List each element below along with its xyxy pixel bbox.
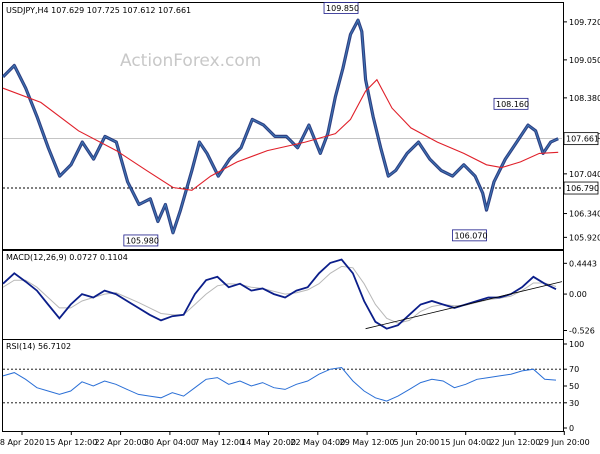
annotation-label: 108.160 (496, 100, 529, 109)
rsi-y-tick-label: 0 (569, 424, 574, 433)
x-tick-label: 7 May 12:00 (194, 438, 244, 447)
annotation-label: 109.850 (326, 4, 359, 13)
rsi-title: RSI(14) 56.7102 (6, 342, 71, 351)
macd-y-axis: 0.4443 0.00 -0.526 (563, 259, 597, 335)
rsi-panel: RSI(14) 56.7102 100 70 50 30 0 (3, 340, 585, 434)
price-y-tick-label: 109.050 (569, 56, 600, 65)
macd-title: MACD(12,26,9) 0.0727 0.1104 (6, 253, 128, 262)
macd-series (3, 260, 562, 329)
x-tick-label: 29 May 12:00 (340, 438, 395, 447)
macd-y-tick-label: -0.526 (569, 326, 595, 335)
price-y-tick-label: 109.720 (569, 18, 600, 27)
rsi-y-axis: 100 70 50 30 0 (3, 340, 584, 433)
price-annotations: 109.850 105.980 106.070 108.160 (124, 3, 529, 246)
watermark-text: ActionForex.com (120, 51, 261, 71)
price-y-tick-label: 108.380 (569, 94, 600, 103)
annotation-label: 105.980 (126, 236, 159, 245)
price-y-tick-label: 107.040 (569, 170, 600, 179)
rsi-series (3, 368, 556, 402)
support-level-label: 106.790 (566, 184, 599, 193)
macd-panel: MACD(12,26,9) 0.0727 0.1104 0.4443 0.00 -0… (3, 251, 598, 340)
support-line: 106.790 (3, 182, 599, 194)
x-tick-label: 22 Jun 12:00 (490, 438, 541, 447)
rsi-y-tick-label: 100 (569, 340, 584, 349)
macd-y-tick-label: 0.00 (569, 290, 587, 299)
rsi-y-tick-label: 70 (569, 365, 579, 374)
price-close-detail (3, 20, 558, 233)
rsi-y-tick-label: 50 (569, 382, 579, 391)
x-tick-label: 14 May 20:00 (241, 438, 296, 447)
price-close-line (3, 20, 558, 233)
x-tick-label: 22 Apr 20:00 (95, 438, 147, 447)
price-chart-title: USDJPY,H4 107.629 107.725 107.612 107.66… (6, 6, 191, 15)
rsi-y-tick-label: 30 (569, 399, 579, 408)
rsi-panel-frame (3, 340, 564, 432)
macd-trendline (366, 282, 562, 329)
rsi-line (3, 368, 556, 402)
price-y-axis: 109.720109.050108.380107.710107.040106.3… (3, 18, 600, 242)
price-y-tick-label: 106.340 (569, 210, 600, 219)
x-tick-label: 30 Apr 04:00 (144, 438, 196, 447)
x-tick-label: 8 Apr 2020 (0, 438, 44, 447)
x-tick-label: 5 Jun 20:00 (394, 438, 440, 447)
x-tick-label: 22 May 04:00 (290, 438, 345, 447)
price-series (3, 20, 558, 233)
macd-main-line (3, 260, 556, 329)
x-tick-label: 15 Jun 04:00 (440, 438, 491, 447)
price-y-tick-label: 105.920 (569, 233, 600, 242)
macd-y-tick-label: 0.4443 (569, 259, 597, 268)
price-panel: ActionForex.com USDJPY,H4 107.629 107.72… (3, 3, 600, 250)
price-panel-frame (3, 3, 564, 250)
x-tick-label: 15 Apr 12:00 (45, 438, 97, 447)
current-price-label: 107.661 (566, 135, 599, 144)
annotation-label: 106.070 (454, 231, 487, 240)
x-tick-label: 29 Jun 20:00 (539, 438, 590, 447)
